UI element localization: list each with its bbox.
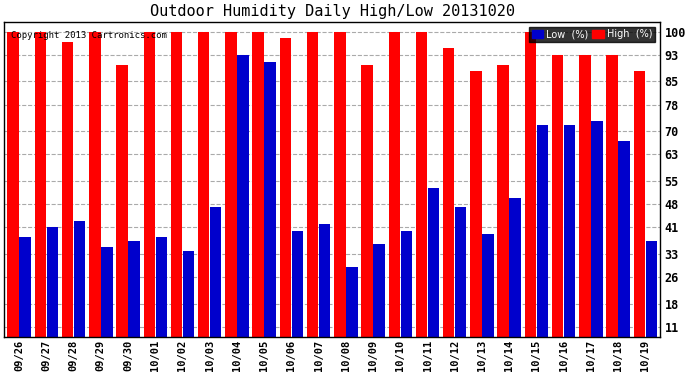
Bar: [552, 55, 563, 363]
Bar: [144, 32, 155, 363]
Bar: [416, 32, 427, 363]
Bar: [47, 227, 58, 363]
Bar: [497, 65, 509, 363]
Bar: [428, 188, 440, 363]
Legend: Low  (%), High  (%): Low (%), High (%): [529, 27, 655, 42]
Bar: [74, 221, 86, 363]
Bar: [646, 241, 657, 363]
Bar: [633, 72, 645, 363]
Bar: [455, 207, 466, 363]
Bar: [373, 244, 385, 363]
Bar: [101, 247, 112, 363]
Bar: [509, 198, 521, 363]
Bar: [171, 32, 182, 363]
Bar: [537, 124, 548, 363]
Bar: [471, 72, 482, 363]
Bar: [591, 121, 602, 363]
Bar: [62, 42, 73, 363]
Bar: [443, 48, 455, 363]
Bar: [401, 231, 412, 363]
Bar: [8, 32, 19, 363]
Bar: [117, 65, 128, 363]
Bar: [253, 32, 264, 363]
Title: Outdoor Humidity Daily High/Low 20131020: Outdoor Humidity Daily High/Low 20131020: [150, 4, 515, 19]
Bar: [579, 55, 591, 363]
Bar: [128, 241, 140, 363]
Bar: [524, 32, 536, 363]
Bar: [388, 32, 400, 363]
Bar: [346, 267, 357, 363]
Bar: [319, 224, 331, 363]
Bar: [210, 207, 221, 363]
Bar: [155, 237, 167, 363]
Bar: [198, 32, 210, 363]
Bar: [307, 32, 318, 363]
Bar: [564, 124, 575, 363]
Bar: [334, 32, 346, 363]
Bar: [225, 32, 237, 363]
Bar: [264, 62, 276, 363]
Bar: [237, 55, 248, 363]
Bar: [482, 234, 493, 363]
Bar: [362, 65, 373, 363]
Bar: [292, 231, 303, 363]
Bar: [19, 237, 31, 363]
Bar: [34, 32, 46, 363]
Text: Copyright 2013 Cartronics.com: Copyright 2013 Cartronics.com: [11, 31, 166, 40]
Bar: [89, 32, 101, 363]
Bar: [279, 38, 291, 363]
Bar: [607, 55, 618, 363]
Bar: [618, 141, 630, 363]
Bar: [183, 251, 194, 363]
